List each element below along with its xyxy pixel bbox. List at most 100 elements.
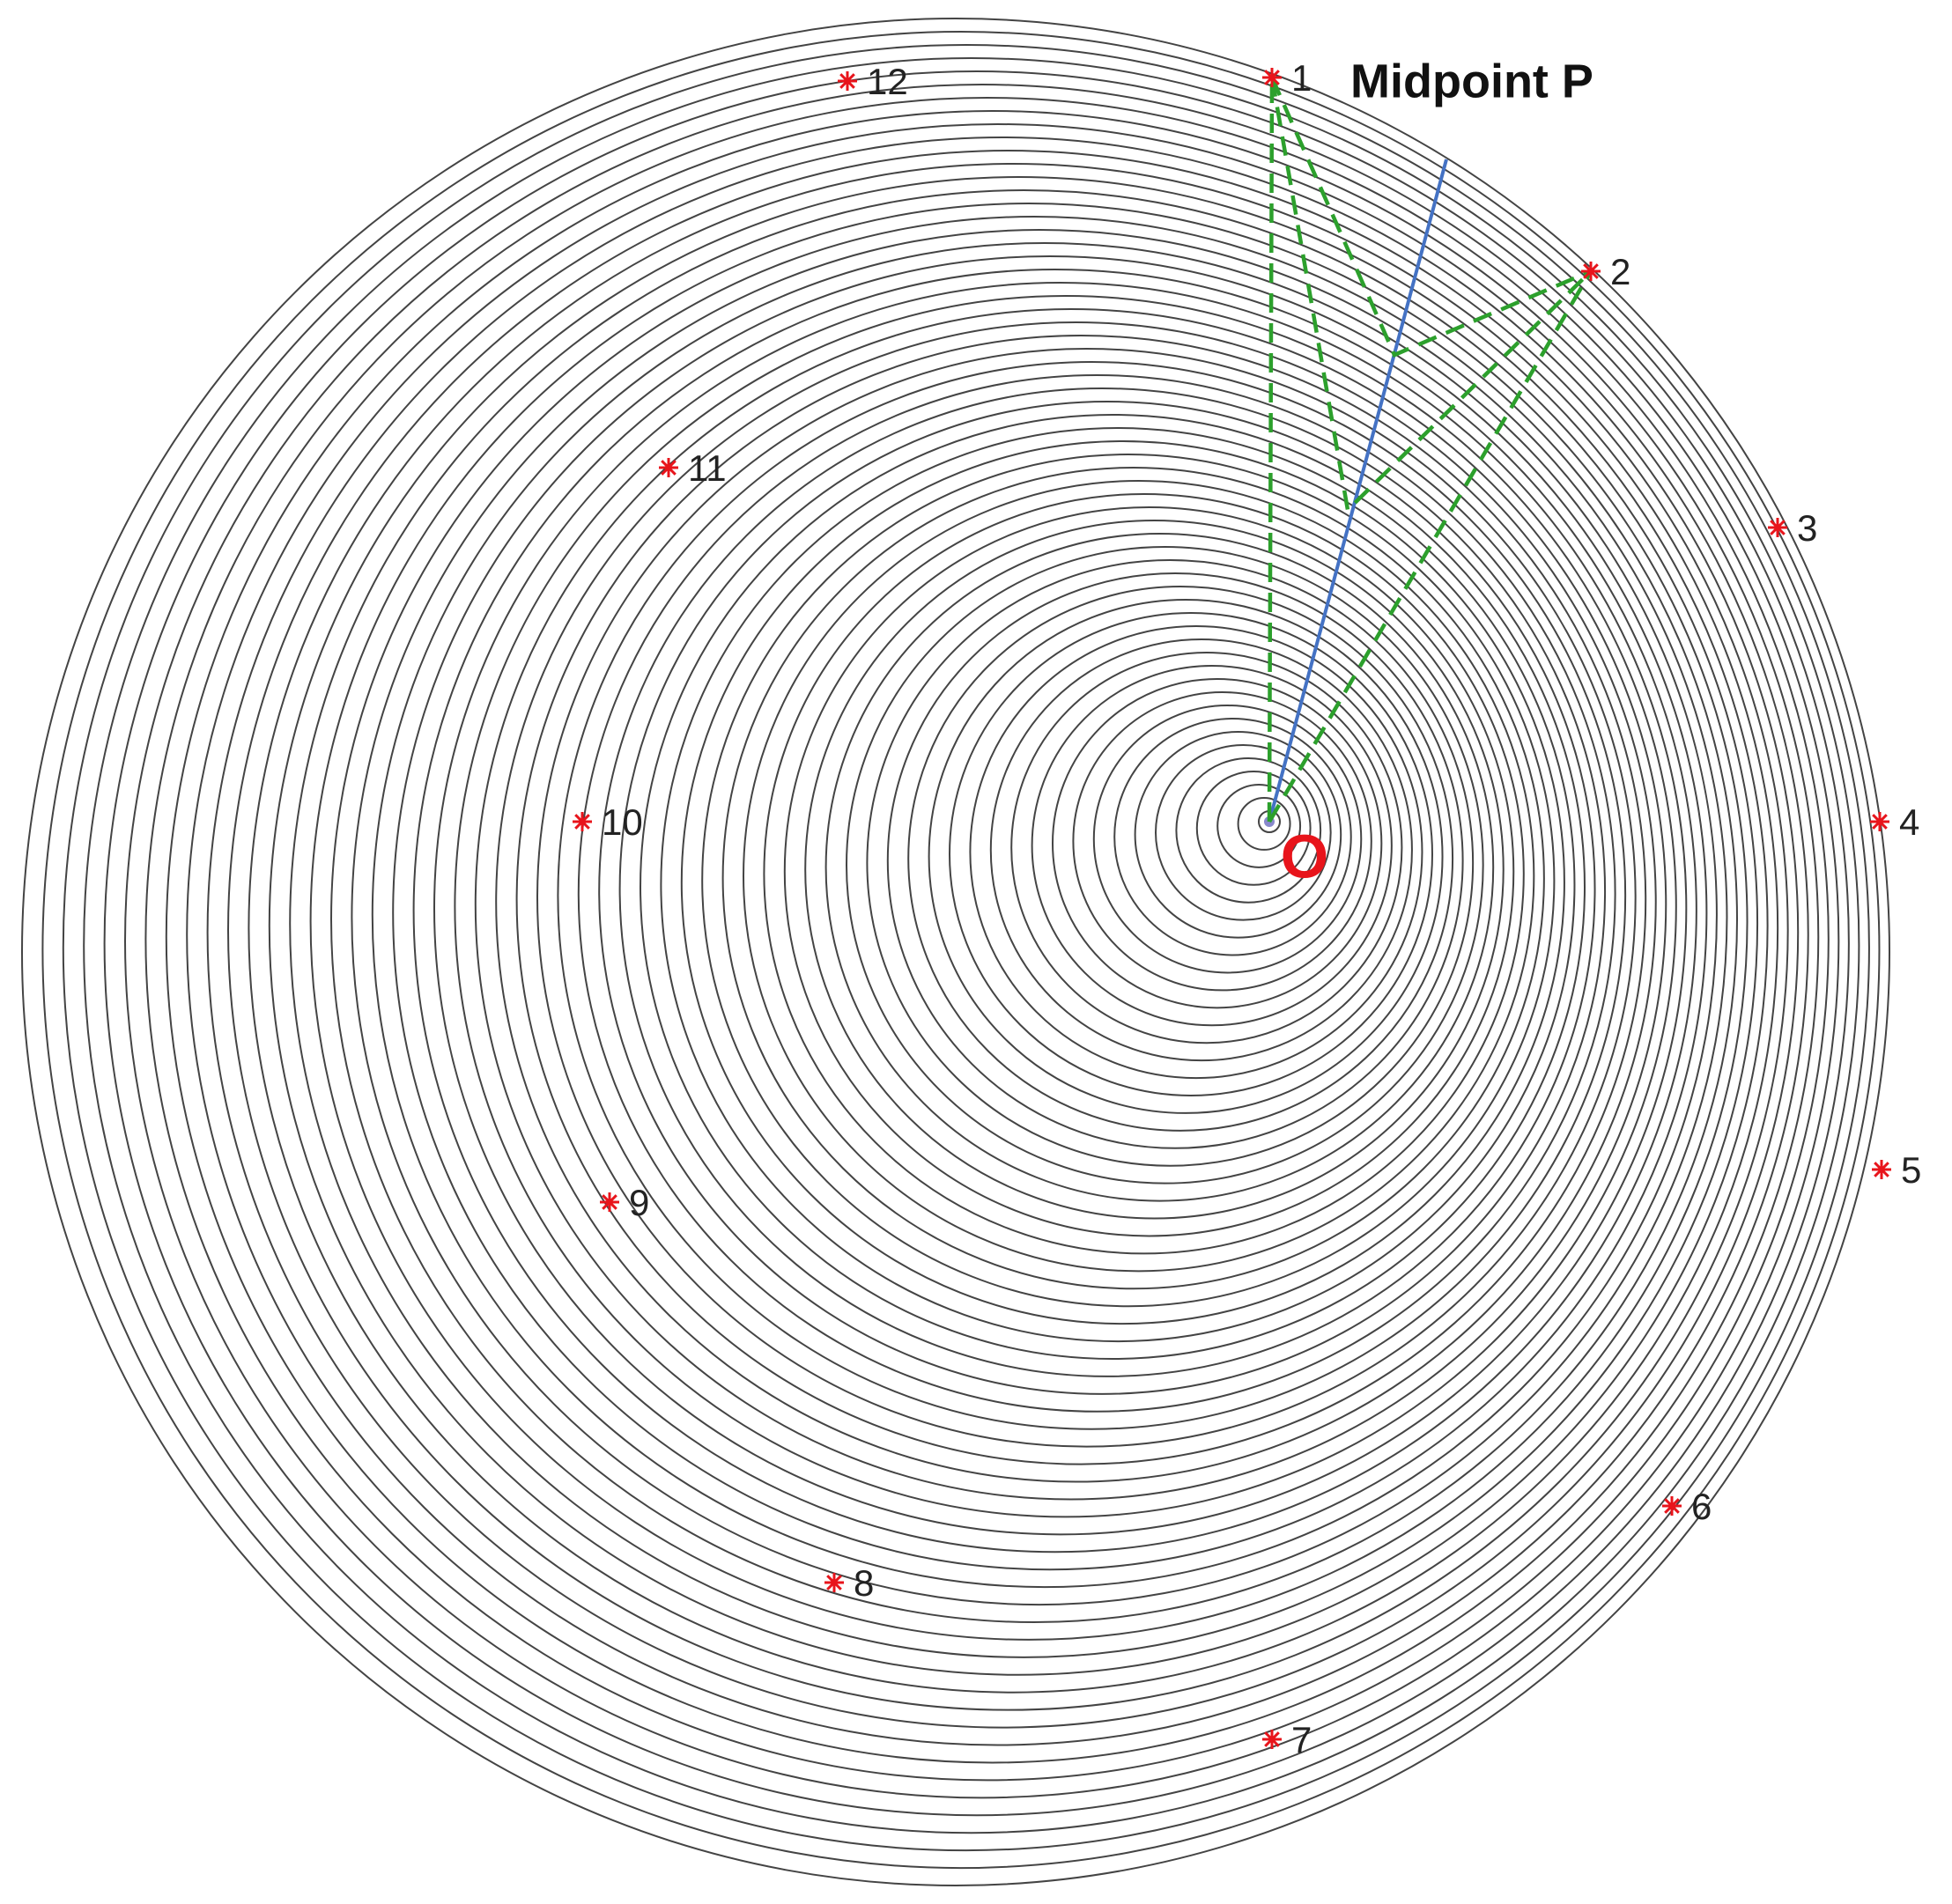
marker-stroke — [1664, 1498, 1680, 1514]
midpoint-label: Midpoint P — [1350, 55, 1593, 107]
point-label: 2 — [1610, 251, 1630, 292]
ring — [557, 361, 1627, 1430]
point-marker — [824, 1573, 844, 1592]
point-label: 1 — [1291, 57, 1312, 99]
point-label: 11 — [688, 447, 727, 489]
ring — [1155, 744, 1332, 921]
ring — [640, 414, 1586, 1360]
ring — [165, 109, 1820, 1764]
ring — [680, 439, 1565, 1325]
point-marker — [1872, 1160, 1891, 1179]
midpoint-ray — [1268, 159, 1448, 823]
ring — [763, 493, 1525, 1255]
dashed-line — [1267, 77, 1275, 823]
point-label: 12 — [867, 61, 908, 102]
point-marker — [1662, 1496, 1682, 1516]
ring — [495, 321, 1657, 1483]
dashed-lines — [1267, 77, 1593, 823]
ring — [289, 189, 1759, 1658]
marker-stroke — [839, 73, 855, 89]
marker-stroke — [661, 460, 677, 476]
ring — [62, 44, 1870, 1852]
ring — [474, 307, 1667, 1501]
point-marker — [573, 812, 592, 831]
ring — [186, 123, 1809, 1746]
marker-stroke — [1583, 263, 1599, 279]
rings — [21, 18, 1890, 1886]
ring — [846, 546, 1484, 1184]
ring — [206, 137, 1800, 1729]
origin-label: O — [1281, 822, 1328, 890]
ring — [21, 18, 1890, 1886]
ring — [660, 427, 1576, 1343]
point-label: 3 — [1797, 507, 1817, 549]
marker-stroke — [1264, 1731, 1280, 1747]
ring — [969, 625, 1423, 1080]
ring — [1052, 678, 1383, 1009]
point-marker — [600, 1192, 619, 1212]
dashed-line — [1269, 77, 1593, 514]
ring — [41, 31, 1881, 1870]
marker-stroke — [574, 814, 590, 830]
ring — [928, 599, 1444, 1114]
point-marker — [838, 71, 857, 91]
ring — [598, 387, 1607, 1395]
ring — [1175, 757, 1322, 904]
point-marker — [1581, 262, 1601, 281]
ring — [392, 255, 1708, 1571]
ring — [351, 229, 1728, 1606]
ring — [743, 480, 1535, 1273]
ring — [268, 176, 1769, 1676]
marker-stroke — [1872, 814, 1888, 830]
marker-stroke — [1770, 520, 1786, 535]
ring — [248, 163, 1779, 1694]
point-marker — [1262, 68, 1282, 87]
ring — [536, 348, 1637, 1448]
marker-stroke — [1264, 70, 1280, 85]
ring — [1072, 691, 1372, 992]
ring — [454, 294, 1677, 1518]
dashed-line — [1269, 77, 1592, 358]
ring — [433, 281, 1688, 1536]
ring — [949, 612, 1433, 1096]
marker-stroke — [602, 1194, 617, 1210]
ring — [577, 374, 1616, 1413]
dashed-line — [1268, 269, 1593, 823]
ring — [866, 559, 1475, 1167]
ring — [1010, 652, 1403, 1044]
ring — [1113, 718, 1352, 956]
marker-stroke — [1874, 1162, 1889, 1177]
ring — [515, 335, 1647, 1465]
ring — [371, 242, 1718, 1589]
point-label: 6 — [1691, 1486, 1712, 1527]
ring — [1195, 771, 1312, 886]
ring — [103, 70, 1850, 1817]
ring — [1031, 665, 1393, 1027]
ring — [1216, 784, 1302, 868]
ring — [804, 520, 1505, 1220]
point-marker — [659, 458, 678, 477]
point-marker — [1870, 812, 1889, 831]
ring — [227, 150, 1789, 1711]
ring — [83, 57, 1860, 1834]
ring — [989, 638, 1413, 1062]
point-label: 8 — [854, 1562, 874, 1604]
ring — [618, 401, 1596, 1377]
ring — [330, 216, 1738, 1623]
point-label: 9 — [629, 1182, 649, 1223]
ring — [1092, 705, 1363, 974]
ring — [721, 467, 1545, 1290]
ring — [144, 96, 1830, 1782]
ring — [309, 203, 1749, 1641]
point-label: 4 — [1899, 801, 1919, 843]
ring — [907, 586, 1454, 1132]
point-label: 7 — [1291, 1719, 1312, 1760]
ring — [701, 454, 1556, 1308]
ring — [886, 572, 1464, 1149]
point-marker — [1262, 1730, 1282, 1749]
point-marker — [1768, 518, 1787, 537]
ring — [123, 83, 1840, 1799]
